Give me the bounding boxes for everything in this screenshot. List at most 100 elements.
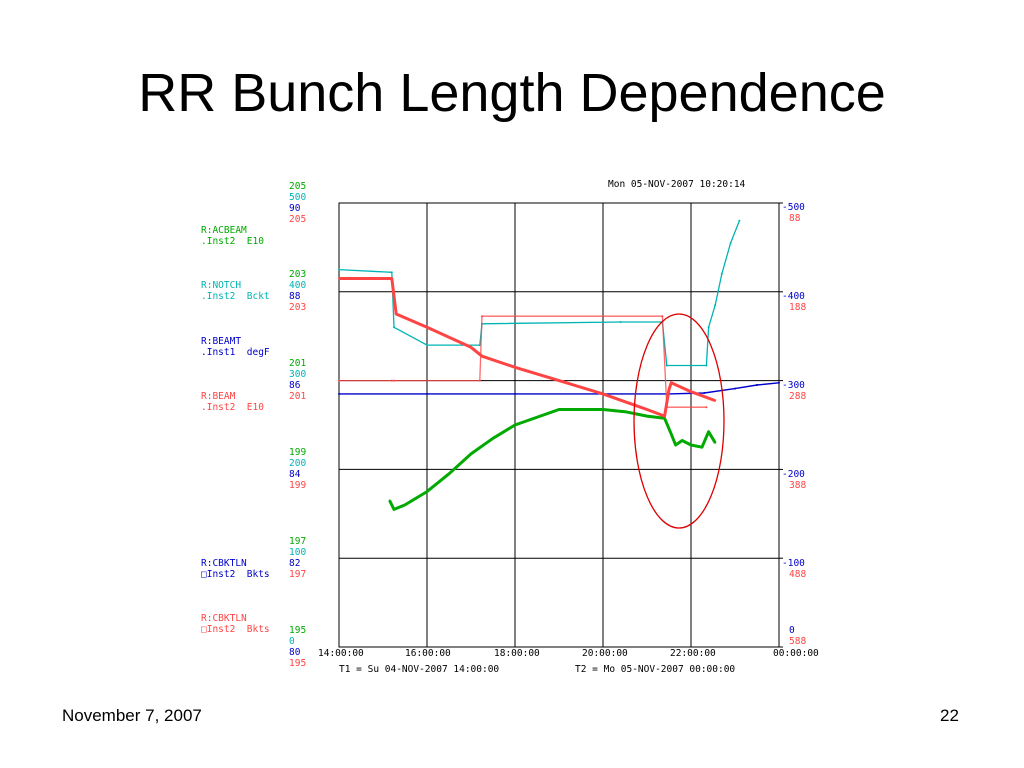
data-point xyxy=(390,271,393,274)
data-point xyxy=(338,268,340,271)
data-point xyxy=(674,444,677,446)
series-units-beamt: .Inst1 degF xyxy=(201,347,270,358)
data-point xyxy=(707,326,710,329)
right-tick-blue-3: -200 xyxy=(782,469,805,480)
axis-max-green-4: 197 xyxy=(289,536,307,547)
slide-title: RR Bunch Length Dependence xyxy=(138,63,886,123)
data-point xyxy=(707,430,710,433)
data-point xyxy=(470,452,472,455)
axis-max-blue-5: 80 xyxy=(289,647,301,658)
right-tick-red-1: 188 xyxy=(789,302,807,313)
data-point xyxy=(720,273,723,275)
series-line-0 xyxy=(388,408,717,511)
data-point xyxy=(404,503,406,506)
axis-max-cyan-2: 300 xyxy=(289,369,307,380)
data-point xyxy=(665,406,668,409)
data-point xyxy=(756,384,758,386)
x-tick-1: 16:00:00 xyxy=(405,648,451,659)
data-point xyxy=(478,344,481,347)
data-point xyxy=(714,304,717,307)
axis-max-blue-3: 84 xyxy=(289,469,301,480)
series-line-3 xyxy=(339,277,716,418)
x-tick-2: 18:00:00 xyxy=(494,648,540,659)
axis-max-green-5: 195 xyxy=(289,625,307,636)
series-label-cbktln-red: R:CBKTLN xyxy=(201,613,247,624)
data-point xyxy=(558,408,560,411)
data-point xyxy=(681,439,684,442)
series-label-beamt: R:BEAMT xyxy=(201,336,242,347)
right-tick-red-4: 488 xyxy=(789,569,807,580)
data-point xyxy=(426,490,428,493)
x-tick-3: 20:00:00 xyxy=(582,648,628,659)
series-label-cbktln-blue: R:CBKTLN xyxy=(201,558,247,569)
right-tick-red-0: 88 xyxy=(789,213,801,224)
axis-max-green-2: 201 xyxy=(289,358,307,369)
data-point xyxy=(558,379,560,382)
data-point xyxy=(778,381,780,384)
t2-label: T2 = Mo 05-NOV-2007 00:00:00 xyxy=(575,664,736,675)
data-point xyxy=(624,410,626,413)
series-line-1 xyxy=(338,220,741,367)
data-point xyxy=(338,392,340,395)
data-point xyxy=(714,441,717,444)
series-units-beam: .Inst2 E10 xyxy=(201,402,264,413)
data-point xyxy=(690,390,692,393)
axis-max-blue-1: 88 xyxy=(289,291,301,302)
data-point xyxy=(703,392,706,394)
right-tick-blue-5: 0 xyxy=(789,625,795,636)
data-point xyxy=(338,379,340,382)
series-label-beam: R:BEAM xyxy=(201,391,236,402)
data-point xyxy=(690,444,692,446)
axis-max-blue-2: 86 xyxy=(289,380,301,391)
data-point xyxy=(663,417,666,420)
x-tick-4: 22:00:00 xyxy=(670,648,716,659)
axis-max-blue-0: 90 xyxy=(289,203,301,214)
data-point xyxy=(390,379,393,382)
data-point xyxy=(393,379,395,382)
right-tick-blue-4: -100 xyxy=(782,558,805,569)
right-tick-blue-2: -300 xyxy=(782,380,805,391)
axis-max-red-1: 203 xyxy=(289,302,307,313)
data-point xyxy=(646,408,648,411)
t1-label: T1 = Su 04-NOV-2007 14:00:00 xyxy=(339,664,500,675)
data-point xyxy=(668,388,670,391)
data-point xyxy=(729,242,732,244)
data-point xyxy=(619,321,622,323)
axis-max-cyan-3: 200 xyxy=(289,458,307,469)
data-point xyxy=(661,315,664,318)
right-tick-red-3: 388 xyxy=(789,480,807,491)
data-point xyxy=(492,437,494,440)
axis-max-cyan-4: 100 xyxy=(289,547,307,558)
chart-timestamp: Mon 05-NOV-2007 10:20:14 xyxy=(608,179,746,190)
series-units-acbeam: .Inst2 E10 xyxy=(201,236,264,247)
data-point xyxy=(602,392,604,395)
axis-max-green-0: 205 xyxy=(289,181,307,192)
axis-max-red-2: 201 xyxy=(289,391,307,402)
data-point xyxy=(734,387,736,390)
axis-max-red-4: 197 xyxy=(289,569,307,580)
data-point xyxy=(602,408,604,411)
axis-max-cyan-1: 400 xyxy=(289,280,307,291)
data-point xyxy=(705,364,708,367)
data-point xyxy=(393,326,395,329)
data-point xyxy=(481,315,483,318)
right-tick-blue-0: -500 xyxy=(782,202,805,213)
axis-max-cyan-0: 500 xyxy=(289,192,307,203)
data-point xyxy=(393,508,395,511)
data-point xyxy=(738,219,741,222)
data-point xyxy=(670,432,673,435)
data-point xyxy=(478,379,481,382)
series-units-cbktln-red: □Inst2 Bkts xyxy=(201,624,270,635)
data-point xyxy=(705,406,708,409)
plot-grid xyxy=(338,202,783,648)
data-point xyxy=(714,399,717,402)
data-point xyxy=(426,392,428,395)
data-point xyxy=(338,277,340,280)
plot-series xyxy=(338,219,780,511)
right-tick-red-2: 288 xyxy=(789,391,807,402)
axis-max-green-3: 199 xyxy=(289,447,307,458)
series-units-cbktln-blue: □Inst2 Bkts xyxy=(201,569,270,580)
data-point xyxy=(665,364,668,367)
data-point xyxy=(448,472,450,475)
